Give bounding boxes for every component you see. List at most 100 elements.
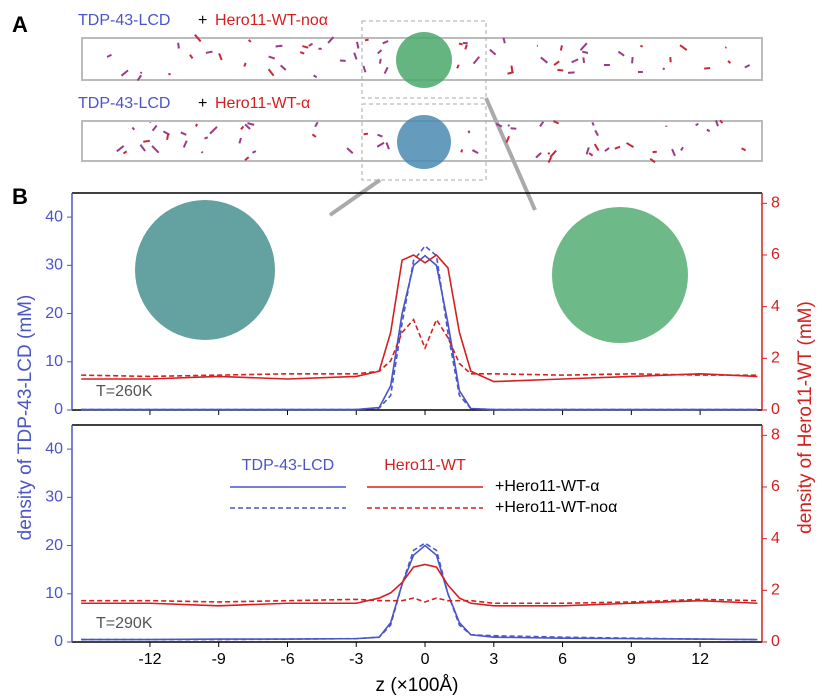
- peptide: [267, 68, 275, 77]
- peptide: [313, 74, 318, 79]
- peptide: [218, 52, 223, 61]
- y2-tick-label: 2: [771, 350, 780, 367]
- peptide: [205, 50, 213, 54]
- series-line: [81, 317, 758, 378]
- peptide: [719, 119, 724, 124]
- series-line: [81, 544, 758, 641]
- peptide: [243, 62, 247, 67]
- peptide: [377, 49, 383, 55]
- peptide: [151, 124, 158, 132]
- x-tick-label: 3: [489, 651, 498, 668]
- peptide: [209, 126, 218, 135]
- y-tick-label: 30: [45, 257, 63, 274]
- peptide: [268, 55, 276, 60]
- row-partner: Hero11-WT-noα: [215, 12, 328, 29]
- peptide: [378, 58, 382, 64]
- peptide: [136, 74, 143, 82]
- peptide: [591, 121, 595, 126]
- peptide: [727, 60, 732, 64]
- peptide: [327, 36, 335, 44]
- x-tick-label: -6: [280, 651, 294, 668]
- peptide: [680, 146, 684, 152]
- peptide: [714, 120, 719, 127]
- y2-tick-label: 2: [771, 582, 780, 599]
- y-tick-label: 0: [54, 401, 63, 418]
- peptide: [151, 145, 160, 154]
- peptide: [471, 149, 479, 155]
- peptide: [299, 51, 305, 55]
- panel-label: B: [12, 184, 28, 209]
- peptide: [131, 126, 136, 131]
- x-tick-label: 12: [691, 651, 709, 668]
- peptide: [540, 56, 549, 64]
- peptide: [617, 50, 625, 57]
- peptide: [489, 48, 497, 56]
- peptide: [472, 56, 481, 65]
- peptide: [741, 147, 747, 152]
- peptide: [649, 158, 656, 164]
- y-tick-label: 10: [45, 353, 63, 370]
- y2-tick-label: 0: [771, 633, 780, 650]
- peptide: [507, 124, 511, 127]
- peptide: [695, 122, 699, 127]
- peptide: [460, 149, 464, 153]
- y2-tick-label: 4: [771, 298, 780, 315]
- peptide: [116, 145, 125, 153]
- peptide: [383, 66, 389, 74]
- peptide: [582, 57, 586, 64]
- series-line: [81, 542, 758, 641]
- y2-tick-label: 6: [771, 478, 780, 495]
- y2-tick-label: 0: [771, 401, 780, 418]
- peptide: [194, 34, 202, 43]
- peptide: [244, 156, 250, 162]
- y-tick-label: 30: [45, 489, 63, 506]
- peptide: [679, 44, 688, 51]
- row-partner: Hero11-WT-α: [215, 95, 310, 112]
- peptide: [311, 133, 317, 138]
- peptide: [363, 132, 369, 136]
- peptide: [567, 71, 575, 74]
- peptide: [547, 152, 551, 155]
- series-line: [81, 563, 758, 607]
- peptide: [302, 45, 309, 49]
- panel-label: A: [12, 12, 28, 37]
- x-tick-label: 9: [627, 651, 636, 668]
- x-tick-label: -3: [349, 651, 363, 668]
- series-line: [81, 597, 758, 605]
- peptide: [308, 42, 313, 47]
- peptide: [275, 44, 283, 48]
- peptide: [547, 156, 553, 163]
- peptide: [539, 121, 545, 127]
- y2-tick-label: 6: [771, 246, 780, 263]
- row-protein: TDP-43-LCD: [78, 95, 170, 112]
- peptide: [244, 123, 251, 130]
- peptide: [704, 66, 711, 70]
- peptide: [626, 142, 635, 148]
- peptide: [194, 123, 199, 127]
- legend-column: Hero11-WT: [384, 457, 466, 474]
- peptide: [189, 54, 194, 59]
- annotation: T=290K: [96, 615, 153, 632]
- peptide: [364, 38, 369, 42]
- annotation: T=260K: [96, 383, 153, 400]
- peptide: [346, 147, 354, 155]
- peptide: [248, 39, 252, 43]
- peptide: [139, 144, 146, 152]
- peptide: [639, 44, 644, 48]
- peptide: [495, 122, 503, 128]
- peptide: [588, 152, 594, 157]
- legend-row: +Hero11-WT-noα: [495, 499, 617, 516]
- peptide: [166, 134, 170, 140]
- y-tick-label: 20: [45, 537, 63, 554]
- y-tick-label: 0: [54, 633, 63, 650]
- peptide: [362, 65, 367, 73]
- peptide: [240, 125, 245, 130]
- peptide: [247, 122, 255, 126]
- peptide: [204, 136, 209, 140]
- peptide: [594, 129, 599, 137]
- series-line: [81, 253, 758, 383]
- peptide: [585, 147, 590, 155]
- peptide: [614, 145, 621, 150]
- peptides: [106, 34, 751, 164]
